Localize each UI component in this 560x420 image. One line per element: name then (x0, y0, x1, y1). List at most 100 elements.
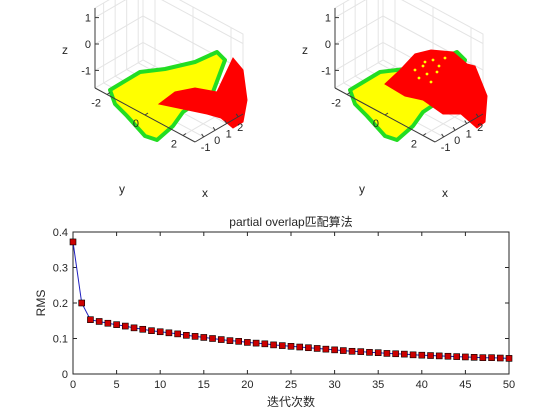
x-tick-label: 0 (70, 379, 76, 391)
rms-data-point (191, 333, 199, 340)
rms-data-point (322, 345, 330, 353)
x-tick-label: 0 (454, 135, 460, 147)
overlap-point (413, 68, 417, 72)
rms-data-point (453, 353, 460, 360)
x-tick-label: 25 (285, 379, 297, 391)
overlap-point (417, 76, 421, 80)
y-axis-label: y (359, 182, 365, 196)
rms-data-point (200, 334, 208, 341)
z-tick-label: 1 (85, 13, 91, 25)
x-tick-label: 0 (214, 135, 220, 147)
rms-data-point (209, 335, 216, 342)
z-tick-label: -1 (81, 65, 91, 77)
y-tick-label: -2 (331, 97, 341, 109)
y-tick-mark (182, 133, 187, 136)
overlap-point (423, 60, 427, 64)
rms-data-point (78, 299, 86, 307)
overlap-point (421, 64, 425, 68)
rms-data-point (113, 321, 120, 328)
x-tick-mark (464, 120, 468, 124)
y-tick-label: 0 (133, 118, 139, 130)
rms-data-point (383, 350, 391, 357)
rms-data-point (427, 352, 434, 359)
x-tick-mark (441, 133, 445, 138)
rms-data-point (139, 325, 147, 333)
rms-data-point (366, 349, 373, 356)
rms-data-point (392, 350, 399, 358)
rms-data-point (69, 238, 77, 246)
overlap-point (435, 70, 439, 74)
x-tick-label: 30 (328, 379, 340, 391)
rms-data-point (252, 339, 260, 347)
rms-data-point (444, 352, 452, 360)
x-tick-mark (452, 126, 456, 131)
overlap-point (437, 64, 441, 68)
x-tick-mark (201, 133, 205, 138)
y-axis-label: y (119, 182, 125, 196)
rms-data-point (435, 352, 443, 360)
y-tick-label: 0.3 (53, 263, 68, 275)
rms-data-point (270, 341, 277, 349)
rms-data-point (496, 354, 504, 362)
x-tick-label: 2 (237, 122, 243, 134)
rms-data-point (505, 355, 513, 362)
x-tick-label: -1 (441, 142, 451, 154)
rms-data-point (374, 349, 382, 357)
rms-data-point (261, 340, 269, 348)
z-tick-label: -1 (321, 65, 331, 77)
z-tick-label: 0 (325, 39, 331, 51)
x-tick-label: 10 (154, 379, 166, 391)
rms-data-point (174, 330, 181, 338)
rms-data-point (357, 348, 365, 355)
z-tick-label: 1 (325, 13, 331, 25)
z-axis-label: z (302, 43, 308, 57)
x-tick-label: 15 (198, 379, 210, 391)
wall-grid-line (94, 15, 244, 71)
wall-grid-line (334, 0, 484, 45)
x-tick-label: -1 (201, 142, 211, 154)
y-tick-label: 0.1 (53, 334, 68, 346)
rms-data-point (87, 316, 94, 323)
rms-data-point (165, 329, 173, 337)
rms-data-point (296, 343, 304, 351)
x-tick-label: 2 (477, 122, 483, 134)
red-surface (384, 49, 488, 129)
y-tick-label: 0 (373, 118, 379, 130)
rms-data-point (156, 328, 164, 336)
overlap-point (425, 72, 429, 76)
rms-line-plot: 0 5 10 15 20 25 30 35 40 45 50 0 0.1 0.2 0.3 0.4 partial… (34, 214, 515, 409)
plot-area (72, 231, 510, 375)
rms-data-point (331, 346, 338, 354)
y-tick-mark (346, 92, 351, 95)
rms-data-point (418, 351, 426, 359)
x-tick-label: 20 (241, 379, 253, 391)
y-tick-label: 0 (62, 369, 68, 381)
x-axis-line (434, 113, 484, 143)
rms-data-point (462, 353, 469, 361)
y-tick-mark (144, 112, 149, 116)
y-tick-mark (422, 133, 427, 136)
wall-grid-line (94, 0, 244, 45)
rms-data-point (148, 327, 155, 334)
rms-data-point (183, 332, 190, 339)
x-tick-mark (224, 120, 228, 124)
rms-data-point (104, 319, 112, 327)
rms-data-point (235, 338, 242, 345)
x-tick-label: 45 (459, 379, 471, 391)
x-tick-mark (475, 113, 479, 118)
x-axis-title: 迭代次数 (267, 394, 315, 409)
x-tick-mark (235, 113, 239, 118)
x-axis-label: x (442, 186, 448, 200)
rms-data-point (130, 324, 138, 332)
rms-data-point (348, 347, 356, 355)
rms-data-point (122, 322, 129, 330)
x-tick-label: 40 (416, 379, 428, 391)
z-axis-label: z (62, 43, 68, 57)
y-tick-label: 2 (411, 139, 417, 151)
overlap-point (443, 56, 447, 60)
rms-data-point (470, 354, 478, 361)
chart-title: partial overlap匹配算法 (229, 214, 352, 229)
